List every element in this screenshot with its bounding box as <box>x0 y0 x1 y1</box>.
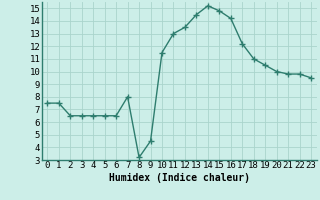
X-axis label: Humidex (Indice chaleur): Humidex (Indice chaleur) <box>109 173 250 183</box>
